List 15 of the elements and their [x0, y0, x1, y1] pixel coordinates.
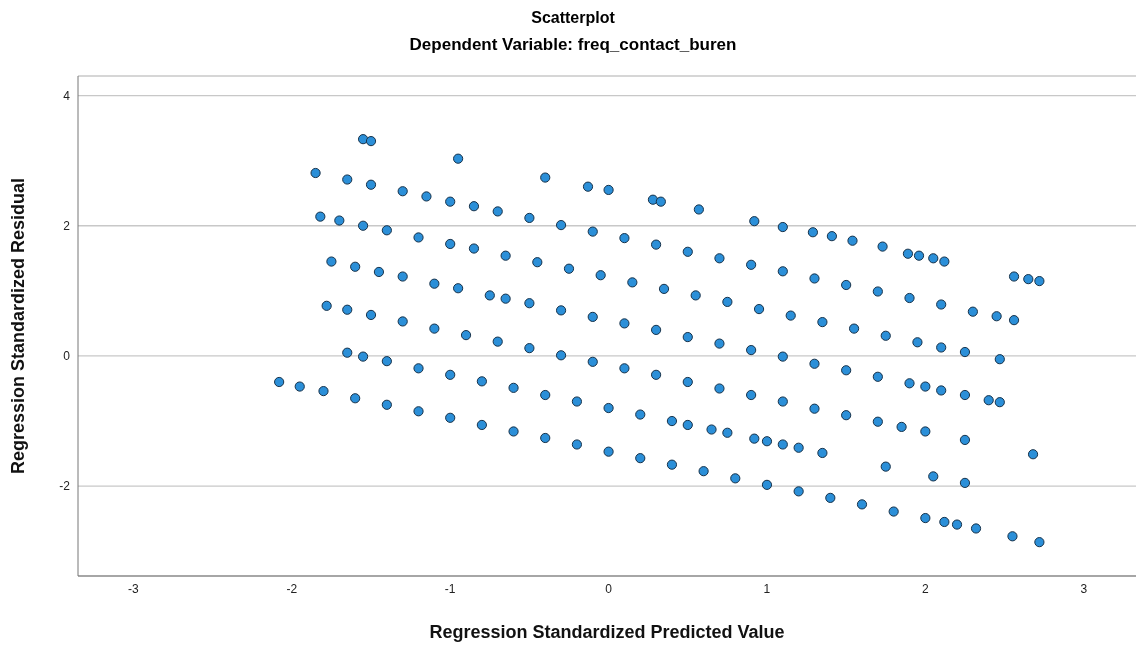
x-tick-label: -3: [128, 581, 140, 596]
x-tick-label: 1: [763, 581, 771, 596]
x-axis-title: Regression Standardized Predicted Value: [429, 622, 785, 642]
chart-title: Scatterplot: [530, 8, 616, 28]
x-tick-label: -1: [444, 581, 456, 596]
x-tick-label: -2: [286, 581, 298, 596]
chart-subtitle: Dependent Variable: freq_contact_buren: [408, 34, 738, 56]
y-tick-label: 4: [63, 88, 71, 103]
y-tick-label: 2: [63, 219, 71, 233]
y-tick-label: -2: [59, 479, 71, 494]
y-axis-title: Regression Standardized Residual: [8, 177, 29, 475]
x-tick-label: 3: [1080, 581, 1088, 596]
y-tick-label: 0: [63, 349, 71, 364]
x-tick-label: 2: [922, 581, 930, 596]
x-tick-label: 0: [605, 581, 613, 596]
